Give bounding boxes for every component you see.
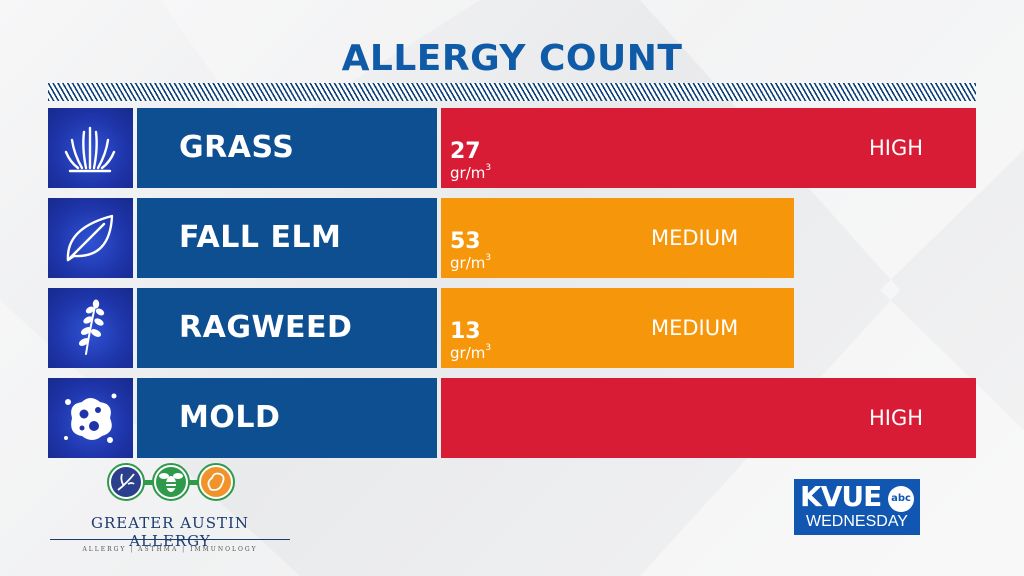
allergen-name-panel: FALL ELM [137,198,437,278]
sponsor-divider [50,539,290,540]
icon-panel [48,198,133,278]
allergen-row-grass: GRASS 27 gr/m3 HIGH [48,108,976,188]
allergen-name: RAGWEED [179,310,353,345]
leaf-icon [66,214,114,262]
unit-exponent: 3 [485,253,492,263]
level-label: MEDIUM [651,226,739,250]
page-title: ALLERGY COUNT [341,38,683,79]
station-logo: KVUE abc WEDNESDAY [794,479,920,535]
icon-panel [48,378,133,458]
icon-panel [48,108,133,188]
level-bar-high: HIGH [441,378,976,458]
pollen-count: 53 [450,229,481,254]
grass-icon [64,126,116,173]
sponsor-logo-circles [107,463,235,501]
pollen-count: 27 [450,139,481,164]
allergen-name-panel: MOLD [137,378,437,458]
icon-panel [48,288,133,368]
allergen-name: GRASS [179,130,295,165]
unit-exponent: 3 [485,343,492,353]
network-badge: abc [888,486,914,512]
sponsor-logo: GREATER AUSTIN ALLERGY ALLERGY | ASTHMA … [48,462,292,562]
unit-text: gr/m [450,254,486,272]
sponsor-name: GREATER AUSTIN ALLERGY [90,514,250,550]
peanut-circle-icon [197,463,235,501]
allergen-name: FALL ELM [179,220,342,255]
allergen-name-panel: RAGWEED [137,288,437,368]
level-label: MEDIUM [651,316,739,340]
plant-circle-icon [107,463,145,501]
allergen-name: MOLD [179,400,281,435]
ragweed-icon [78,299,105,355]
bee-circle-icon [152,463,190,501]
level-bar-medium: 13 gr/m3 MEDIUM [441,288,794,368]
level-label: HIGH [869,136,924,160]
station-day: WEDNESDAY [806,513,908,530]
unit-text: gr/m [450,344,486,362]
level-bar-high: 27 gr/m3 HIGH [441,108,976,188]
unit-text: gr/m [450,164,486,182]
allergen-name-panel: GRASS [137,108,437,188]
pollen-unit: gr/m3 [450,343,492,362]
hatch-divider [48,83,976,101]
pollen-count: 13 [450,319,481,344]
level-label: HIGH [869,406,924,430]
mold-icon [64,393,117,443]
allergen-row-mold: MOLD HIGH [48,378,976,458]
allergen-row-fall-elm: FALL ELM 53 gr/m3 MEDIUM [48,198,976,278]
pollen-unit: gr/m3 [450,253,492,272]
allergen-row-ragweed: RAGWEED 13 gr/m3 MEDIUM [48,288,976,368]
station-name: KVUE [800,480,882,513]
level-bar-medium: 53 gr/m3 MEDIUM [441,198,794,278]
sponsor-tagline: ALLERGY | ASTHMA | IMMUNOLOGY [82,546,258,553]
unit-exponent: 3 [485,163,492,173]
pollen-unit: gr/m3 [450,163,492,182]
